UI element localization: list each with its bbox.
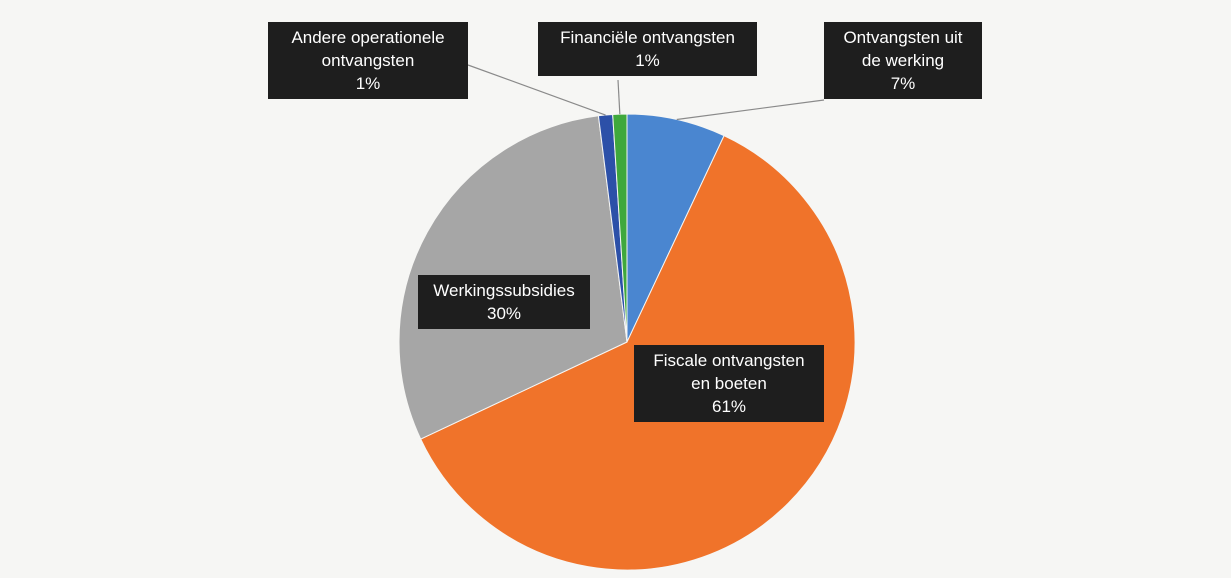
leader-line	[676, 99, 825, 121]
slice-name: Werkingssubsidies	[433, 281, 575, 300]
slice-value: 30%	[486, 304, 522, 323]
slice-label: Werkingssubsidies 30%	[418, 275, 590, 329]
pie-slice	[612, 113, 628, 343]
leader-line	[467, 64, 606, 116]
slice-label: Financiële ontvangsten 1%	[538, 22, 757, 76]
leader-line	[617, 79, 621, 115]
slice-name: Fiscale ontvangsten en boeten	[653, 351, 805, 393]
slice-label: Andere operationele ontvangsten 1%	[268, 22, 468, 99]
slice-label: Fiscale ontvangsten en boeten 61%	[634, 345, 824, 422]
slice-name: Andere operationele ontvangsten	[291, 28, 445, 70]
slice-value: 61%	[711, 397, 747, 416]
slice-label: Ontvangsten uit de werking 7%	[824, 22, 982, 99]
slice-value: 1%	[355, 74, 381, 93]
slice-value: 7%	[890, 74, 916, 93]
slice-name: Ontvangsten uit de werking	[843, 28, 963, 70]
slice-value: 1%	[635, 51, 660, 70]
slice-name: Financiële ontvangsten	[560, 28, 735, 47]
